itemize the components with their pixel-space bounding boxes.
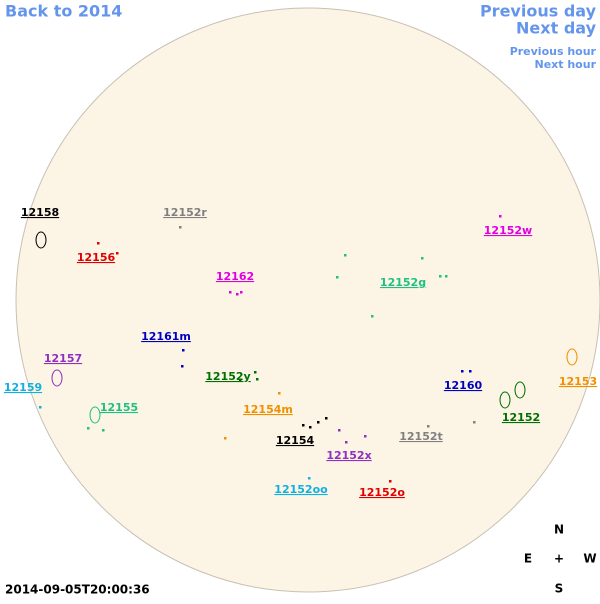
region-spot (309, 426, 312, 429)
region-spot (240, 291, 243, 294)
region-label[interactable]: 12152x (326, 449, 371, 462)
region-spot (439, 275, 442, 278)
region-spot (473, 421, 476, 424)
region-spot (182, 349, 185, 352)
region-label[interactable]: 12157 (44, 352, 82, 365)
region-spot (344, 254, 347, 257)
region-spot (336, 276, 339, 279)
region-spot (181, 365, 184, 368)
region-spot (39, 406, 42, 409)
next-day-link[interactable]: Next day (516, 19, 597, 38)
region-label[interactable]: 12152y (205, 370, 250, 383)
region-spot (97, 242, 100, 245)
region-label[interactable]: 12154 (276, 434, 315, 447)
region-spot (254, 371, 257, 374)
compass-center: + (554, 552, 564, 566)
region-spot (102, 429, 105, 432)
back-link[interactable]: Back to 2014 (5, 2, 122, 21)
region-label[interactable]: 12162 (216, 270, 254, 283)
region-spot (278, 392, 281, 395)
previous-day-link[interactable]: Previous day (480, 2, 597, 21)
region-spot (236, 293, 239, 296)
region-contour (89, 406, 101, 424)
region-spot (308, 477, 311, 480)
region-label[interactable]: 12152r (163, 206, 207, 219)
compass-e: E (524, 552, 532, 566)
region-spot (87, 427, 90, 430)
region-spot (364, 435, 367, 438)
region-spot (229, 291, 232, 294)
region-spot (461, 370, 464, 373)
region-label[interactable]: 12153 (559, 375, 597, 388)
region-spot (421, 257, 424, 260)
region-label[interactable]: 12152oo (274, 483, 328, 496)
region-contour (514, 381, 526, 399)
region-spot (445, 275, 448, 278)
region-spot (116, 252, 119, 255)
region-contour (51, 369, 63, 387)
region-contour (566, 348, 578, 366)
compass-n: N (554, 523, 564, 537)
region-label[interactable]: 12155 (100, 401, 138, 414)
region-spot (302, 424, 305, 427)
solar-disk (15, 7, 600, 593)
compass-w: W (583, 552, 596, 566)
region-spot (427, 425, 430, 428)
region-label[interactable]: 12159 (4, 381, 42, 394)
region-spot (239, 379, 242, 382)
region-label[interactable]: 12152w (484, 224, 532, 237)
region-label[interactable]: 12152o (359, 486, 405, 499)
region-spot (389, 480, 392, 483)
region-label[interactable]: 12156 (77, 251, 116, 264)
region-spot (469, 370, 472, 373)
region-spot (224, 437, 227, 440)
region-spot (256, 378, 259, 381)
previous-hour-link[interactable]: Previous hour (510, 45, 597, 58)
region-label[interactable]: 12160 (444, 379, 483, 392)
region-label[interactable]: 12158 (21, 206, 59, 219)
region-spot (317, 421, 320, 424)
region-label[interactable]: 12152 (502, 411, 540, 424)
region-label[interactable]: 12152t (399, 430, 443, 443)
region-label[interactable]: 12152g (380, 276, 426, 289)
region-label[interactable]: 12154m (243, 403, 293, 416)
next-hour-link[interactable]: Next hour (535, 58, 597, 71)
region-contour (35, 231, 47, 249)
region-spot (179, 226, 182, 229)
region-label[interactable]: 12161m (141, 330, 191, 343)
region-spot (499, 215, 502, 218)
timestamp: 2014-09-05T20:00:36 (5, 583, 150, 597)
region-contour (499, 391, 511, 409)
region-spot (338, 429, 341, 432)
region-spot (325, 417, 328, 420)
region-spot (371, 315, 374, 318)
region-spot (345, 441, 348, 444)
compass-s: S (555, 582, 564, 596)
